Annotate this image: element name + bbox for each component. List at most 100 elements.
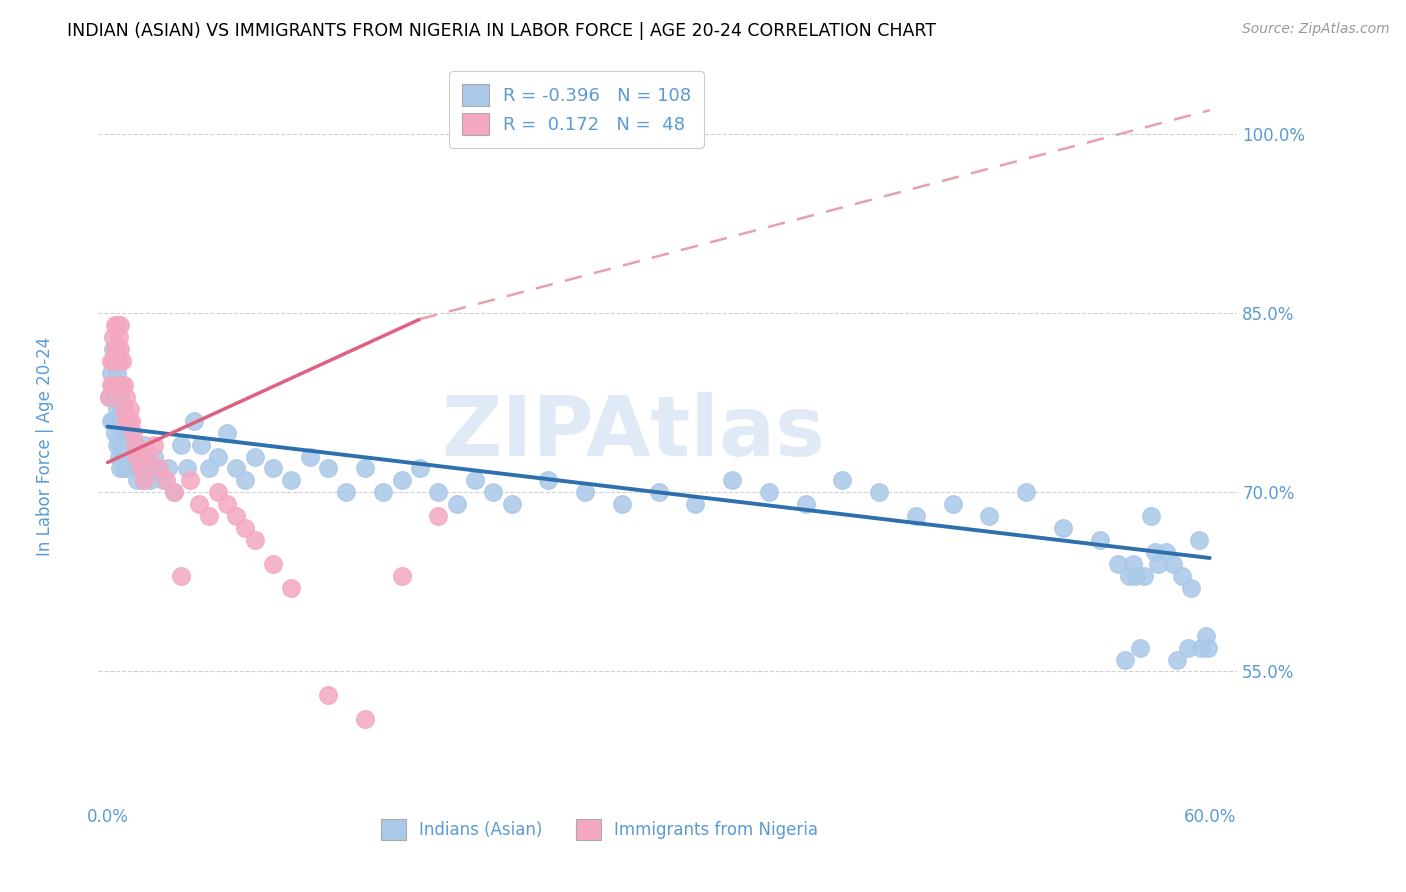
Point <box>110 414 132 428</box>
Point <box>107 377 129 392</box>
Point <box>134 474 156 488</box>
Point <box>101 377 124 392</box>
Point <box>225 461 247 475</box>
Point <box>243 450 266 464</box>
Point <box>1143 545 1166 559</box>
Point <box>129 461 152 475</box>
Point <box>101 354 124 368</box>
Point <box>115 425 138 440</box>
Point <box>112 377 135 392</box>
Point <box>280 474 302 488</box>
Point <box>1147 557 1170 571</box>
Point <box>316 461 339 475</box>
Point <box>115 414 138 428</box>
Point <box>427 509 450 524</box>
Point <box>112 414 135 428</box>
Point <box>110 342 132 356</box>
Point <box>98 390 121 404</box>
Point <box>128 450 150 464</box>
Point <box>537 474 560 488</box>
Point <box>1114 652 1136 666</box>
Point <box>117 414 139 428</box>
Point <box>464 474 486 488</box>
Point <box>1188 533 1211 547</box>
Point <box>104 390 127 404</box>
Legend: Indians (Asian), Immigrants from Nigeria: Indians (Asian), Immigrants from Nigeria <box>374 813 825 847</box>
Point <box>1052 521 1074 535</box>
Point <box>111 450 134 464</box>
Point <box>574 485 596 500</box>
Point <box>225 509 247 524</box>
Point <box>1197 640 1219 655</box>
Point <box>105 342 128 356</box>
Text: Source: ZipAtlas.com: Source: ZipAtlas.com <box>1241 22 1389 37</box>
Point <box>831 474 853 488</box>
Point <box>100 366 122 380</box>
Point <box>647 485 669 500</box>
Point <box>427 485 450 500</box>
Point <box>115 461 138 475</box>
Point <box>501 497 523 511</box>
Point <box>235 521 257 535</box>
Point <box>100 377 122 392</box>
Point <box>122 450 145 464</box>
Point <box>152 474 174 488</box>
Point <box>107 414 129 428</box>
Point <box>135 450 157 464</box>
Point <box>1107 557 1129 571</box>
Point <box>190 437 212 451</box>
Point <box>1154 545 1177 559</box>
Point <box>179 474 201 488</box>
Point <box>101 342 124 356</box>
Point <box>942 497 965 511</box>
Point <box>1118 569 1140 583</box>
Point <box>188 497 211 511</box>
Text: ZIPAtlas: ZIPAtlas <box>441 392 825 473</box>
Point <box>110 390 132 404</box>
Point <box>104 342 127 356</box>
Point <box>868 485 890 500</box>
Point <box>121 437 143 451</box>
Point <box>163 485 186 500</box>
Point <box>100 414 122 428</box>
Point <box>111 377 134 392</box>
Point <box>1166 652 1188 666</box>
Point <box>111 401 134 416</box>
Point <box>146 461 169 475</box>
Point <box>262 557 284 571</box>
Point <box>134 437 156 451</box>
Point <box>111 425 134 440</box>
Point <box>482 485 505 500</box>
Point <box>721 474 744 488</box>
Point <box>136 450 159 464</box>
Point <box>105 401 128 416</box>
Point <box>107 330 129 344</box>
Point <box>139 474 162 488</box>
Point <box>107 450 129 464</box>
Point <box>142 437 165 451</box>
Point <box>105 437 128 451</box>
Point <box>316 689 339 703</box>
Text: INDIAN (ASIAN) VS IMMIGRANTS FROM NIGERIA IN LABOR FORCE | AGE 20-24 CORRELATION: INDIAN (ASIAN) VS IMMIGRANTS FROM NIGERI… <box>67 22 936 40</box>
Point <box>353 461 375 475</box>
Point <box>1125 569 1147 583</box>
Point <box>215 425 238 440</box>
Point <box>1088 533 1111 547</box>
Point <box>122 425 145 440</box>
Point <box>112 401 135 416</box>
Point <box>280 581 302 595</box>
Point <box>176 461 198 475</box>
Point <box>207 450 229 464</box>
Point <box>101 330 124 344</box>
Point <box>129 461 152 475</box>
Point <box>117 414 139 428</box>
Point <box>110 437 132 451</box>
Point <box>904 509 927 524</box>
Point <box>124 437 146 451</box>
Point <box>170 569 193 583</box>
Point <box>262 461 284 475</box>
Point <box>197 509 219 524</box>
Point <box>117 437 139 451</box>
Point <box>98 390 121 404</box>
Point <box>685 497 707 511</box>
